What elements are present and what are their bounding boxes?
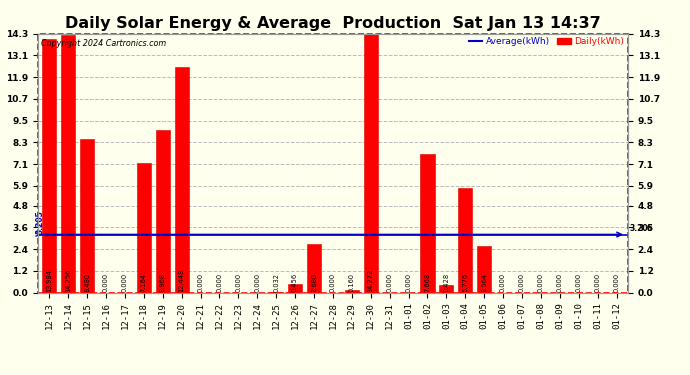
Bar: [156, 130, 170, 292]
Text: 0.000: 0.000: [575, 273, 582, 292]
Title: Daily Solar Energy & Average  Production  Sat Jan 13 14:37: Daily Solar Energy & Average Production …: [65, 16, 601, 31]
Text: 0.000: 0.000: [613, 273, 620, 292]
Text: 0.000: 0.000: [406, 273, 411, 292]
Text: Copyright 2024 Cartronics.com: Copyright 2024 Cartronics.com: [41, 39, 166, 48]
Text: 0.000: 0.000: [103, 273, 109, 292]
Text: 0.000: 0.000: [595, 273, 601, 292]
Bar: [477, 246, 491, 292]
Text: 8.968: 8.968: [160, 273, 166, 292]
Text: 0.000: 0.000: [255, 273, 260, 292]
Text: 2.680: 2.680: [311, 273, 317, 292]
Text: 3.205: 3.205: [35, 210, 44, 234]
Bar: [80, 139, 95, 292]
Text: 0.000: 0.000: [217, 273, 222, 292]
Bar: [175, 67, 189, 292]
Bar: [458, 188, 473, 292]
Text: 7.164: 7.164: [141, 273, 147, 292]
Text: 7.668: 7.668: [424, 273, 431, 292]
Text: 8.480: 8.480: [84, 273, 90, 292]
Bar: [38, 34, 628, 292]
Text: 3.205: 3.205: [630, 224, 653, 233]
Text: 0.160: 0.160: [349, 273, 355, 292]
Text: 14.272: 14.272: [368, 268, 374, 292]
Text: 0.000: 0.000: [330, 273, 336, 292]
Text: 0.428: 0.428: [444, 273, 449, 292]
Text: 0.456: 0.456: [292, 273, 298, 292]
Text: 0.000: 0.000: [538, 273, 544, 292]
Text: 12.448: 12.448: [179, 268, 185, 292]
Text: 14.256: 14.256: [65, 268, 71, 292]
Bar: [345, 290, 359, 292]
Bar: [307, 244, 321, 292]
Text: 0.000: 0.000: [197, 273, 204, 292]
Legend: Average(kWh), Daily(kWh): Average(kWh), Daily(kWh): [465, 34, 628, 50]
Text: 0.000: 0.000: [386, 273, 393, 292]
Text: 5.776: 5.776: [462, 273, 469, 292]
Bar: [420, 154, 435, 292]
Bar: [137, 163, 151, 292]
Text: 2.564: 2.564: [481, 273, 487, 292]
Text: 0.000: 0.000: [500, 273, 506, 292]
Bar: [364, 34, 378, 292]
Text: 0.000: 0.000: [122, 273, 128, 292]
Bar: [440, 285, 453, 292]
Text: 0.000: 0.000: [235, 273, 242, 292]
Text: 0.000: 0.000: [557, 273, 563, 292]
Text: 13.984: 13.984: [46, 269, 52, 292]
Bar: [61, 34, 75, 292]
Text: 0.032: 0.032: [273, 273, 279, 292]
Text: 0.000: 0.000: [519, 273, 525, 292]
Bar: [288, 284, 302, 292]
Bar: [42, 39, 57, 292]
